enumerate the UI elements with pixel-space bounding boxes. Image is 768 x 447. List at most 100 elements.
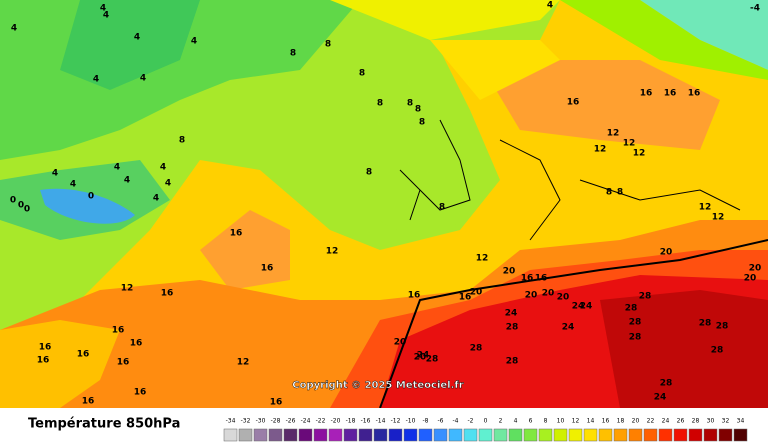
legend-swatch (388, 428, 403, 442)
contour-label: 16 (77, 350, 90, 360)
contour-label: 20 (503, 267, 516, 277)
contour-label: 16 (130, 339, 143, 349)
legend-swatch (253, 428, 268, 442)
contour-label: 20 (744, 274, 757, 284)
contour-label: 4 (153, 194, 159, 204)
legend-tick-label: -30 (256, 418, 266, 425)
contour-label: 28 (660, 379, 673, 389)
contour-label: 12 (121, 284, 134, 294)
legend-tick-label: -8 (423, 418, 429, 425)
contour-label: 16 (567, 98, 580, 108)
legend-tick-label: 16 (602, 418, 610, 425)
contour-label: 24 (417, 351, 430, 361)
legend-swatch (568, 428, 583, 442)
legend-tick-label: -10 (406, 418, 416, 425)
contour-label: 12 (607, 129, 620, 139)
legend-tick-label: 6 (529, 418, 533, 425)
legend-swatch (283, 428, 298, 442)
contour-label: 28 (625, 304, 638, 314)
legend-swatch (523, 428, 538, 442)
legend-swatch (418, 428, 433, 442)
contour-label: 28 (506, 357, 519, 367)
legend-swatch (358, 428, 373, 442)
contour-label: 16 (37, 356, 50, 366)
contour-label: 4 (70, 180, 76, 190)
contour-label: 0 (88, 192, 94, 202)
legend-swatch (343, 428, 358, 442)
legend-tick-label: 30 (707, 418, 715, 425)
contour-label: 4 (134, 33, 140, 43)
contour-label: 24 (505, 309, 518, 319)
contour-label: 4 (124, 176, 130, 186)
contour-label: 12 (623, 139, 636, 149)
contour-label: 20 (557, 293, 570, 303)
contour-label: 24 (572, 302, 585, 312)
contour-label: 4 (93, 75, 99, 85)
contour-label: 12 (633, 149, 646, 159)
contour-label: 12 (237, 358, 250, 368)
contour-label: 24 (580, 302, 593, 312)
contour-label: 4 (547, 1, 553, 11)
legend-tick-label: -28 (271, 418, 281, 425)
contour-label: 20 (394, 338, 407, 348)
contour-label: 4 (52, 169, 58, 179)
legend-tick-label: -6 (438, 418, 444, 425)
contour-label: 8 (179, 136, 185, 146)
contour-label: 28 (711, 346, 724, 356)
contour-label: 16 (261, 264, 274, 274)
contour-label: 4 (165, 179, 171, 189)
contour-label: 16 (161, 289, 174, 299)
contour-label: 16 (521, 274, 534, 284)
legend-tick-label: 14 (587, 418, 595, 425)
contour-label: 24 (654, 393, 667, 403)
legend-swatch (538, 428, 553, 442)
legend-tick-label: -26 (286, 418, 296, 425)
contour-label: 16 (270, 398, 283, 408)
contour-label: 8 (606, 188, 612, 198)
legend-swatch (238, 428, 253, 442)
contour-label: 8 (290, 49, 296, 59)
legend-swatch (688, 428, 703, 442)
contour-label: 28 (629, 333, 642, 343)
legend-swatch (598, 428, 613, 442)
legend-tick-label: -14 (376, 418, 386, 425)
contour-label: 12 (476, 254, 489, 264)
legend-tick-label: -22 (316, 418, 326, 425)
legend-swatch (463, 428, 478, 442)
contour-label: 28 (639, 292, 652, 302)
legend-tick-label: 24 (662, 418, 670, 425)
contour-label: 20 (542, 289, 555, 299)
legend-swatch (613, 428, 628, 442)
contour-label: 28 (470, 344, 483, 354)
contour-label: 16 (230, 229, 243, 239)
legend-swatch (733, 428, 748, 442)
contour-label: 20 (749, 264, 762, 274)
legend-tick-label: 22 (647, 418, 655, 425)
contour-label: 16 (459, 293, 472, 303)
legend-tick-label: 26 (677, 418, 685, 425)
contour-label: 24 (562, 323, 575, 333)
contour-label: 28 (716, 322, 729, 332)
contour-label: 8 (359, 69, 365, 79)
legend-swatch (703, 428, 718, 442)
contour-label: 16 (408, 291, 421, 301)
legend-swatch (478, 428, 493, 442)
contour-label: 16 (535, 274, 548, 284)
contour-label: 8 (617, 188, 623, 198)
contour-label: 8 (325, 40, 331, 50)
legend-tick-label: -2 (468, 418, 474, 425)
contour-label: 4 (100, 4, 106, 14)
contour-label: 12 (594, 145, 607, 155)
contour-label: 12 (699, 203, 712, 213)
legend-swatch (313, 428, 328, 442)
legend-tick-label: 0 (484, 418, 488, 425)
legend-tick-label: 20 (632, 418, 640, 425)
legend-tick-label: -4 (453, 418, 459, 425)
contour-label: 8 (439, 203, 445, 213)
copyright: Copyright © 2025 Meteociel.fr (292, 380, 463, 391)
legend-tick-label: 12 (572, 418, 580, 425)
legend-tick-label: 4 (514, 418, 518, 425)
legend-tick-label: -18 (346, 418, 356, 425)
legend-tick-label: -12 (391, 418, 401, 425)
